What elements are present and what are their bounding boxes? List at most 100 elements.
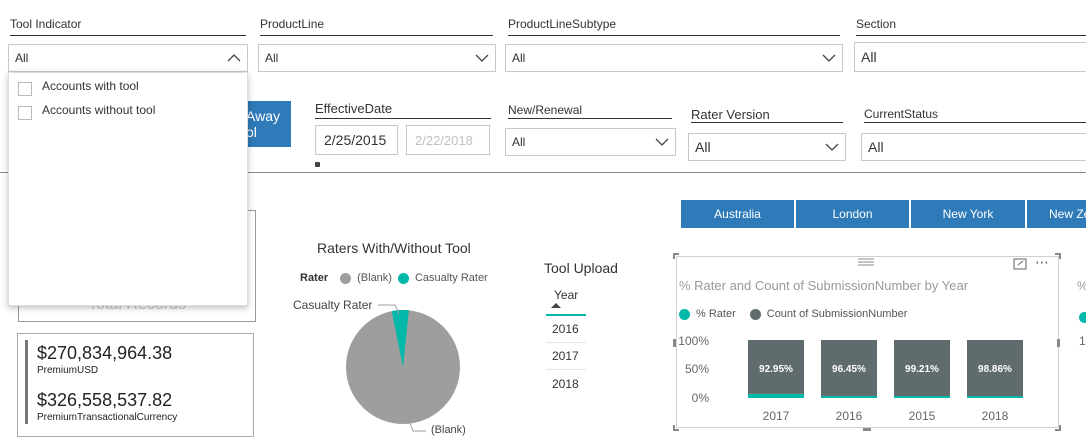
chevron-down-icon <box>475 54 489 62</box>
product-line-subtype-underline <box>508 35 840 36</box>
legend-label-blank: (Blank) <box>357 272 392 284</box>
row-separator <box>546 342 586 343</box>
x-tick-2017: 2017 <box>763 409 790 423</box>
pie-chart <box>346 304 460 432</box>
product-line-subtype-value: All <box>512 51 526 65</box>
adjacent-legend-dot <box>1079 312 1086 323</box>
checkbox[interactable] <box>18 106 32 120</box>
legend-dot-blank <box>340 272 352 284</box>
y-tick-50: 50% <box>685 362 709 376</box>
hidden-nav-button[interactable]: Away ol <box>240 101 291 147</box>
legend-dot-casualty <box>397 272 409 284</box>
resize-handle-top-left[interactable] <box>673 253 679 259</box>
combo-chart-title: % Rater and Count of SubmissionNumber by… <box>679 278 969 293</box>
tool-indicator-value: All <box>15 51 29 65</box>
legend-dot-count <box>749 308 761 320</box>
legend-label-count: Count of SubmissionNumber <box>766 308 908 320</box>
date-slider-handle[interactable] <box>315 162 320 167</box>
tool-indicator-flyout <box>8 72 248 306</box>
data-label-2017: 92.95% <box>759 364 793 375</box>
chevron-up-icon <box>227 54 241 62</box>
legend-label-casualty: Casualty Rater <box>414 272 488 284</box>
effective-date-underline <box>315 118 491 119</box>
option-accounts-with-tool[interactable]: Accounts with tool <box>18 79 139 96</box>
tab-new-york[interactable]: New York <box>911 200 1025 228</box>
y-tick-0: 0% <box>692 391 710 405</box>
current-status-value: All <box>868 139 884 155</box>
checkbox[interactable] <box>18 82 32 96</box>
rater-version-dropdown[interactable]: All <box>688 133 846 161</box>
resize-handle-top-right[interactable] <box>1055 253 1061 259</box>
bar-pct-rater-2017[interactable] <box>748 393 804 398</box>
premium-transactional-value: $326,558,537.82 <box>37 390 173 410</box>
tool-indicator-dropdown[interactable]: All <box>8 44 248 72</box>
pie-slice-casualty-edge[interactable] <box>391 309 403 367</box>
pie-legend-title: Rater <box>300 272 329 284</box>
tool-indicator-title: Tool Indicator <box>10 17 82 31</box>
tool-upload-title: Tool Upload <box>544 260 618 276</box>
year-row-2017[interactable]: 2017 <box>552 349 579 363</box>
premium-kpi-card <box>17 333 254 437</box>
resize-handle-left[interactable] <box>673 339 676 347</box>
adjacent-chart-title-fragment: % <box>1077 279 1086 293</box>
year-row-2018[interactable]: 2018 <box>552 377 579 391</box>
bar-count-2015[interactable] <box>894 340 950 396</box>
effective-date-title: EffectiveDate <box>315 101 393 116</box>
focus-mode-icon[interactable] <box>1013 258 1027 270</box>
data-label-2015: 99.21% <box>905 364 939 375</box>
data-label-2018: 98.86% <box>978 364 1012 375</box>
row-separator <box>546 369 586 370</box>
option-accounts-without-tool[interactable]: Accounts without tool <box>18 103 155 120</box>
product-line-subtype-dropdown[interactable]: All <box>505 44 843 72</box>
effective-date-end-input[interactable]: 2/22/2018 <box>406 125 490 155</box>
product-line-value: All <box>265 51 279 65</box>
bar-count-2018[interactable] <box>967 340 1023 396</box>
x-tick-2018: 2018 <box>982 409 1009 423</box>
more-options-icon[interactable]: ⋯ <box>1035 254 1050 270</box>
header-divider <box>0 172 1086 173</box>
drag-grip-icon[interactable] <box>857 257 875 267</box>
new-renewal-value: All <box>512 135 526 149</box>
product-line-underline <box>260 35 493 36</box>
bar-count-2017[interactable] <box>748 340 804 394</box>
effective-date-start-input[interactable]: 2/25/2015 <box>315 125 398 155</box>
bar-pct-rater-2016[interactable] <box>821 395 877 398</box>
resize-handle-bottom[interactable] <box>863 428 871 431</box>
year-row-2016[interactable]: 2016 <box>552 322 579 336</box>
tab-london[interactable]: London <box>796 200 909 228</box>
resize-handle-bottom-left[interactable] <box>673 425 679 431</box>
header-underline <box>546 314 586 316</box>
current-status-dropdown[interactable]: All <box>861 133 1086 161</box>
pie-label-blank: (Blank) <box>431 424 466 436</box>
premium-usd-value: $270,834,964.38 <box>37 343 173 363</box>
section-value: All <box>861 49 877 65</box>
section-dropdown[interactable]: All <box>854 42 1086 72</box>
legend-dot-pct-rater <box>679 308 690 320</box>
combo-chart-plot: 100% 50% 0% 92.95% 2017 96.45% 2016 99.21% 20… <box>678 334 1023 423</box>
tab-australia[interactable]: Australia <box>681 200 794 228</box>
adjacent-axis-fragment: 1 <box>1079 334 1086 348</box>
tab-new-zealand[interactable]: New Ze <box>1027 200 1086 228</box>
tool-indicator-underline <box>10 35 246 36</box>
option-label: Accounts with tool <box>42 79 139 93</box>
new-renewal-underline <box>508 118 672 119</box>
current-status-underline <box>864 122 1086 123</box>
pie-slice-casualty[interactable] <box>403 309 409 367</box>
x-tick-2016: 2016 <box>836 409 863 423</box>
year-column-header[interactable]: Year <box>554 288 579 302</box>
bar-count-2016[interactable] <box>821 340 877 396</box>
kpi-accent-bar <box>25 340 28 424</box>
section-underline <box>856 35 1086 36</box>
bar-pct-rater-2018[interactable] <box>967 396 1023 398</box>
sort-ascending-icon <box>551 303 561 308</box>
section-title: Section <box>856 17 897 31</box>
product-line-dropdown[interactable]: All <box>258 44 496 72</box>
new-renewal-title: New/Renewal <box>508 103 583 117</box>
resize-handle-right[interactable] <box>1057 339 1060 347</box>
bar-pct-rater-2015[interactable] <box>894 396 950 398</box>
legend-label-pct-rater: % Rater <box>696 308 736 320</box>
new-renewal-dropdown[interactable]: All <box>505 128 676 156</box>
resize-handle-bottom-right[interactable] <box>1055 425 1061 431</box>
hidden-nav-button-line1: Away <box>246 108 280 124</box>
hidden-nav-button-line2: ol <box>246 124 257 140</box>
